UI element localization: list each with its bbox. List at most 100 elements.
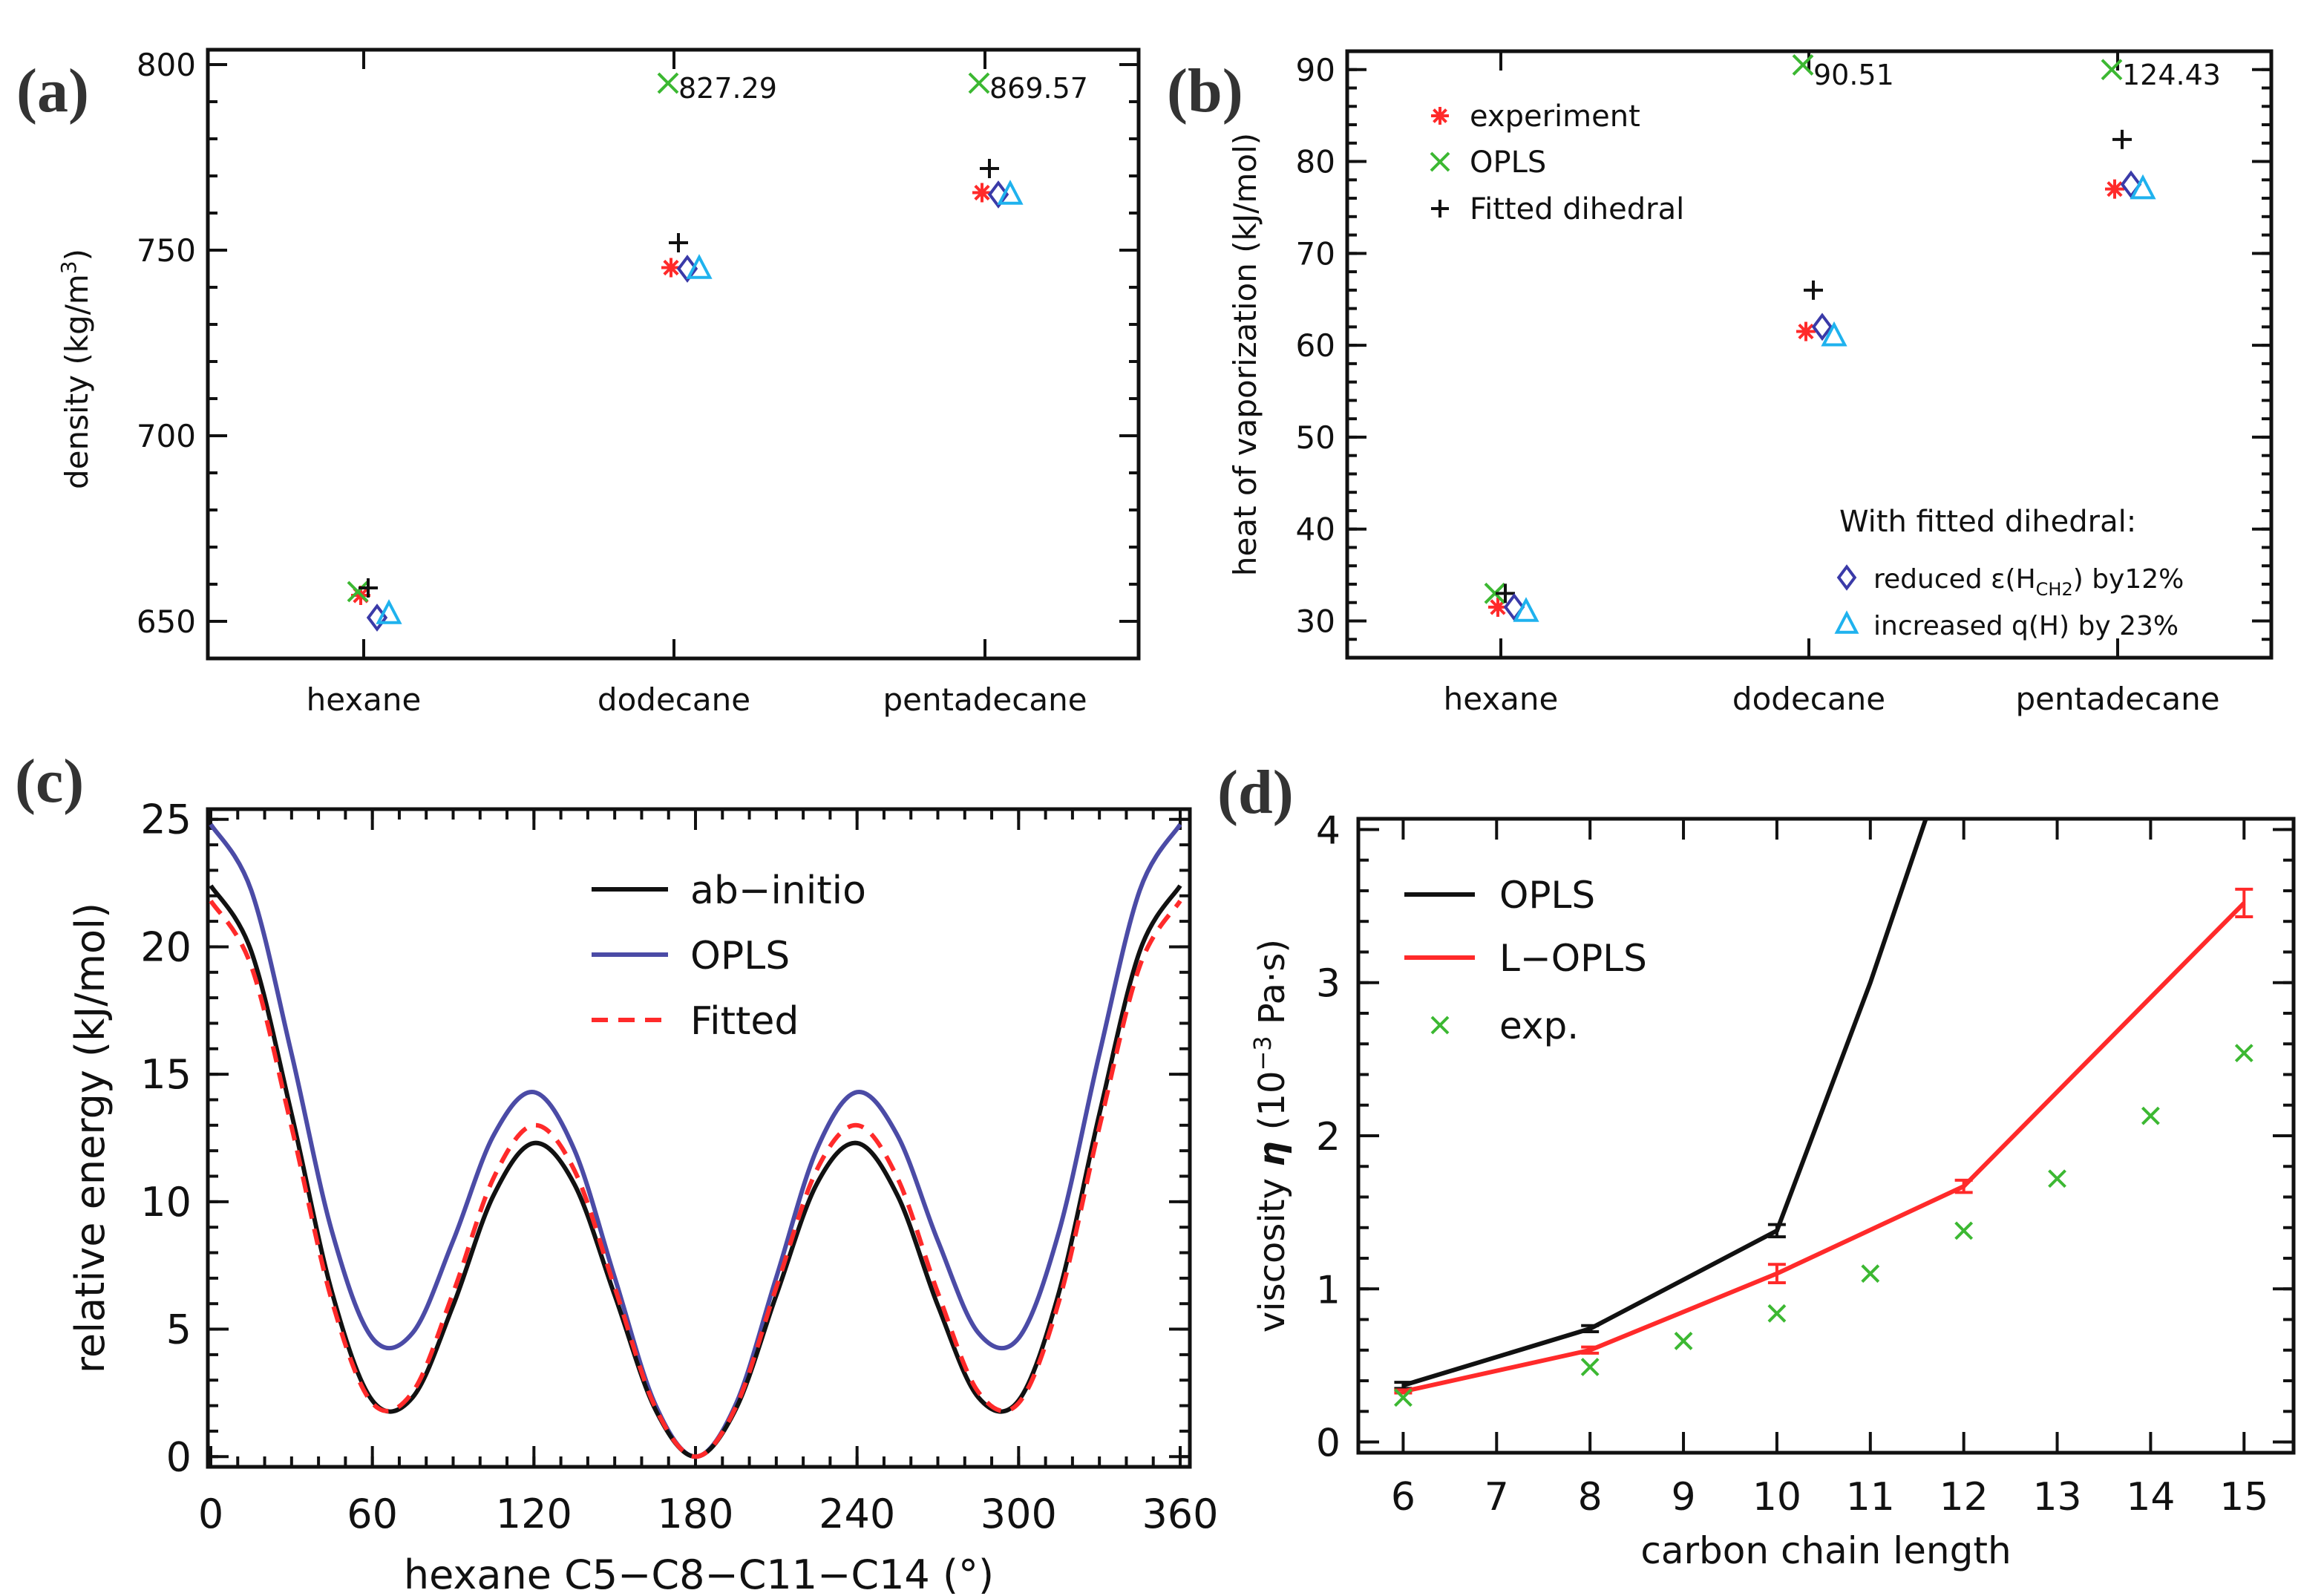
series-opls xyxy=(1394,819,1928,1390)
data-point-diamond xyxy=(366,604,388,632)
x-tick-label: 14 xyxy=(2126,1475,2175,1520)
series-reduced xyxy=(366,180,1009,632)
y-axis-label: heat of vaporization (kJ/mol) xyxy=(1227,133,1263,576)
x-tick-label: 7 xyxy=(1485,1475,1509,1520)
legend-marker-triangle xyxy=(1834,610,1859,634)
legend-marker-plus xyxy=(1431,200,1449,218)
x-stroke xyxy=(1954,1221,1974,1240)
legend-marker-x xyxy=(1430,1016,1450,1035)
x-stroke xyxy=(2101,59,2123,81)
legend-marker-x xyxy=(1430,151,1450,172)
y-tick-label: 4 xyxy=(1316,808,1341,853)
x-tick-label: 180 xyxy=(657,1491,733,1537)
y-tick-label: 80 xyxy=(1296,144,1335,180)
data-point-x xyxy=(2141,1106,2160,1125)
x-stroke xyxy=(347,580,369,603)
x-stroke xyxy=(1792,54,1814,76)
y-axis-label-text: viscosity xyxy=(1251,1167,1293,1332)
y-tick-label: 40 xyxy=(1296,511,1335,548)
legend-item: ab−initio xyxy=(592,869,866,913)
y-tick-label: 750 xyxy=(137,232,196,269)
series-opls xyxy=(1484,54,2123,604)
series-experiment xyxy=(351,183,992,605)
asterisk-stroke xyxy=(2107,181,2123,197)
x-axis-label: hexane C5−C8−C11−C14 (°) xyxy=(404,1551,994,1596)
legend: OPLS L−OPLS exp. xyxy=(1404,874,1647,1047)
legend-item: L−OPLS xyxy=(1404,937,1647,980)
legend-label: exp. xyxy=(1499,1004,1579,1047)
data-point-diamond xyxy=(1811,313,1833,341)
legend-label-subscript: CH2 xyxy=(2036,579,2073,600)
x-tick-label: 120 xyxy=(496,1491,572,1537)
diamond-shape xyxy=(1811,313,1833,341)
data-point-plus xyxy=(980,159,999,178)
x-stroke xyxy=(2141,1106,2160,1125)
legend-label: OPLS xyxy=(690,934,790,978)
legend-item: exp. xyxy=(1430,1004,1579,1047)
diamond-shape xyxy=(1503,592,1525,621)
data-point-triangle xyxy=(2130,174,2156,200)
x-tick-label: 11 xyxy=(1846,1475,1895,1520)
diamond-shape xyxy=(366,604,388,632)
legend-label: L−OPLS xyxy=(1499,937,1647,980)
panel-label: (b) xyxy=(1167,56,1243,125)
data-point-plus xyxy=(2112,129,2132,149)
y-axis-label: density (kg/m3) xyxy=(56,249,95,489)
data-point-asterisk xyxy=(2105,179,2124,199)
asterisk-stroke xyxy=(974,184,990,201)
legend-item: OPLS xyxy=(1404,874,1595,917)
y-tick-label: 0 xyxy=(166,1433,192,1480)
x-tick-label: 300 xyxy=(981,1491,1057,1537)
y-tick-label: 650 xyxy=(137,604,196,640)
triangle-shape xyxy=(686,254,713,279)
data-point-diamond xyxy=(2120,170,2142,199)
legend-label: Fitted dihedral xyxy=(1470,192,1684,226)
x-axis-label: carbon chain length xyxy=(1640,1529,2011,1572)
error-bar xyxy=(1767,1223,1786,1239)
data-point-x xyxy=(1792,54,1814,76)
data-point-x xyxy=(1954,1221,1974,1240)
data-point-x xyxy=(1861,1264,1880,1283)
x-tick-label: 8 xyxy=(1578,1475,1603,1520)
off-scale-value-label: 124.43 xyxy=(2122,59,2221,91)
y-tick-label: 70 xyxy=(1296,235,1335,272)
off-scale-value-label: 90.51 xyxy=(1813,59,1894,91)
asterisk-stroke xyxy=(663,259,679,276)
legend-label: Fitted xyxy=(690,999,799,1044)
error-bar xyxy=(1954,1178,1973,1194)
y-axis-label: viscosity η (10−3 Pa·s) xyxy=(1248,939,1293,1332)
legend-subheading: With fitted dihedral: xyxy=(1839,505,2136,539)
x-category-label: hexane xyxy=(1444,681,1559,717)
y-tick-label: 25 xyxy=(140,797,192,843)
x-category-label: dodecane xyxy=(598,681,750,718)
series-experiment xyxy=(1488,179,2124,617)
x-stroke xyxy=(1580,1358,1600,1376)
y-tick-label: 10 xyxy=(140,1179,192,1226)
triangle-shape xyxy=(997,180,1024,205)
data-point-x xyxy=(657,72,679,94)
y-tick-label: 30 xyxy=(1296,603,1335,639)
panel-c: (c) 0 5 10 15 20 25 0 60 120 180 240 300 360 hexane C5… xyxy=(15,747,1219,1596)
x-tick-label: 9 xyxy=(1671,1475,1695,1520)
error-bar xyxy=(1767,1263,1786,1285)
panel-label: (c) xyxy=(15,747,84,816)
triangle-shape xyxy=(1834,610,1859,634)
x-stroke xyxy=(1430,151,1450,172)
y-tick-label: 700 xyxy=(137,418,196,454)
data-point-diamond xyxy=(676,255,698,283)
x-tick-label: 60 xyxy=(347,1491,398,1537)
data-point-asterisk xyxy=(972,183,992,203)
triangle-shape xyxy=(2130,174,2156,200)
legend-label: experiment xyxy=(1470,99,1640,134)
data-point-diamond xyxy=(987,180,1009,209)
x-stroke xyxy=(1861,1264,1880,1283)
y-tick-label: 0 xyxy=(1316,1422,1341,1466)
data-point-x xyxy=(1484,582,1506,604)
legend-label: OPLS xyxy=(1499,874,1595,917)
x-tick-label: 15 xyxy=(2219,1475,2268,1520)
panel-a: (a) 650 700 750 800 hexane dodecane pentadecane… xyxy=(16,47,1141,718)
data-point-plus xyxy=(669,233,688,252)
data-point-x xyxy=(1580,1358,1600,1376)
data-point-x xyxy=(1767,1304,1787,1323)
data-point-triangle xyxy=(997,180,1024,205)
